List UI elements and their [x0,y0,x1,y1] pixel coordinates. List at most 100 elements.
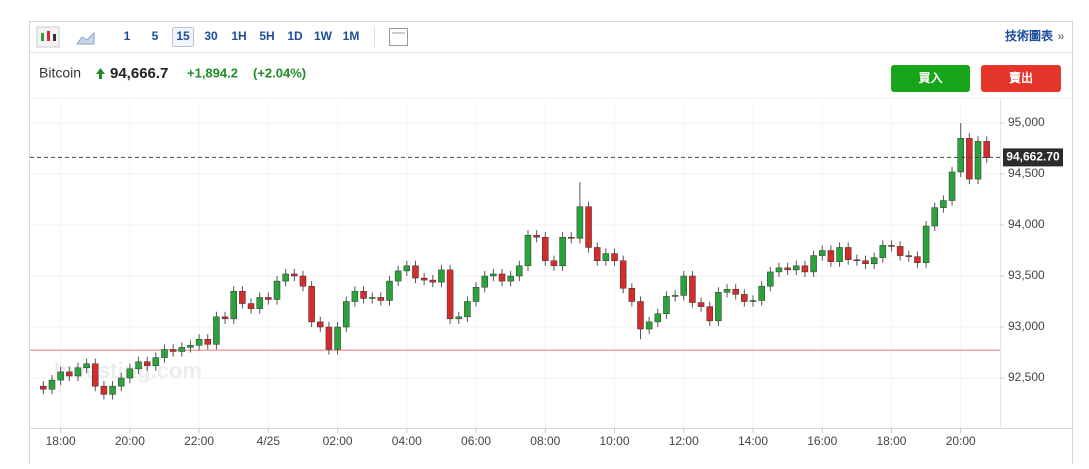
candle-body [169,349,177,352]
candle-body [654,313,662,323]
candle-body [628,288,636,302]
last-price-box [1003,148,1063,167]
candle-body [187,345,194,348]
candle-body [966,138,973,180]
technical-chart-link[interactable]: 技術圖表 [1005,28,1054,43]
candle-body [109,385,116,395]
candle-body [611,253,618,261]
candle-body [533,234,540,238]
x-tick-label: 12:00 [669,434,699,448]
x-tick-label: 20:00 [946,434,976,448]
candle-body [464,301,471,318]
interval-button[interactable]: 1M [343,29,360,43]
candle-body [472,286,480,302]
candle-body [161,349,168,358]
candle-body [325,326,333,350]
candle-body [818,250,826,256]
candle-body [273,280,281,300]
candle-body [948,171,956,201]
x-tick-label: 06:00 [461,434,491,448]
sell-label[interactable]: 賣出 [1008,70,1033,85]
y-tick-label: 93,000 [1008,319,1045,333]
candle-body [92,363,99,387]
candle-body [481,275,488,288]
candle-body [870,257,878,265]
candle-body [386,280,393,301]
instrument-name: Bitcoin [39,65,81,81]
candle-body [940,200,947,208]
candle-body [394,270,402,282]
candle-body [775,267,783,273]
candle-body [351,291,359,302]
icon-candle [47,31,50,41]
candle-body [498,273,506,282]
candle-body [265,297,272,300]
candle-icon[interactable] [36,26,60,48]
candle-body [550,260,558,267]
interval-button[interactable]: 1 [124,29,131,43]
candle-body [689,275,696,303]
candle-body [810,255,817,273]
candle-body [896,246,904,256]
candle-body [671,295,679,297]
x-tick-label: 18:00 [46,434,76,448]
buy-button[interactable] [891,65,970,92]
candle-body [801,265,809,273]
candle-body [152,357,160,367]
last-price-label: 94,662.70 [1006,150,1060,164]
candle-body [827,250,835,262]
interval-button[interactable]: 30 [204,29,218,43]
y-tick-label: 94,500 [1008,166,1045,180]
selected-interval-box [172,27,194,47]
interval-button[interactable]: 1D [287,29,303,43]
candle-body [403,265,411,272]
sell-button[interactable] [981,65,1061,92]
x-tick-label: 10:00 [600,434,630,448]
y-tick-label: 95,000 [1008,115,1045,129]
candle-body [455,316,462,320]
interval-button[interactable]: 5 [152,29,159,43]
candle-body [905,255,913,257]
buy-label[interactable]: 買入 [918,71,942,85]
x-tick-label: 20:00 [115,434,145,448]
candle-body [66,371,73,377]
candle-body [844,247,852,260]
candle-body [57,371,64,381]
interval-button[interactable]: 5H [259,29,274,43]
candle-body [602,253,610,261]
candle-body [922,225,930,263]
candle-body [83,363,90,369]
candle-body [853,259,861,261]
interval-button[interactable]: 1H [231,29,246,43]
candle-body [957,138,964,173]
candle-body [143,361,151,367]
link-arrow[interactable]: » [1058,29,1065,43]
candle-body [438,269,445,283]
candle-body [862,260,869,265]
candle-body [342,301,350,328]
candle-body [360,291,367,299]
layout-icon[interactable] [389,28,408,46]
candle-body [247,303,255,309]
candle-body [100,385,108,395]
interval-button[interactable]: 1W [314,29,333,43]
candle-body [308,285,315,323]
candle-body [784,267,791,271]
candle-body [645,321,653,330]
candle-body [195,339,203,346]
candle-body [48,379,56,390]
candle-body [291,273,298,277]
candle-body [723,289,731,293]
candle-body [204,339,212,345]
candle-body [706,306,713,322]
interval-button[interactable]: 15 [176,29,190,43]
candle-body [983,141,990,158]
candle-body [715,292,722,322]
candle-body [299,275,307,287]
area-icon[interactable] [76,31,95,45]
candle-body [663,296,670,315]
y-tick-label: 94,000 [1008,217,1045,231]
candle-body [568,236,575,239]
candle-body [931,207,938,227]
